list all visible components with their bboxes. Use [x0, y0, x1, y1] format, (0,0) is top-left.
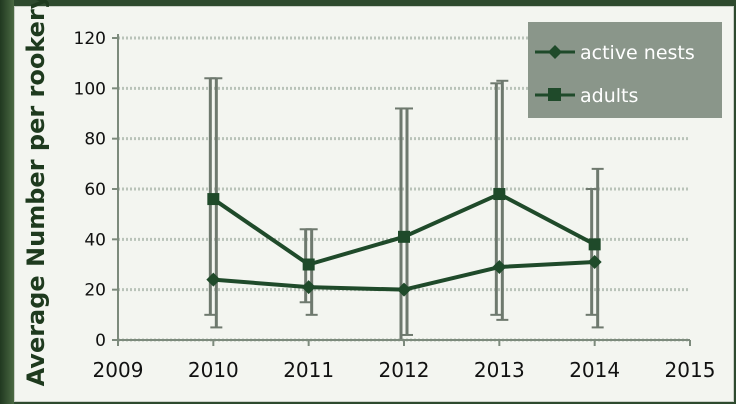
x-tick-label-2010: 2010: [188, 358, 239, 382]
legend: active nests adults: [528, 22, 722, 118]
x-tick-label-2011: 2011: [283, 358, 334, 382]
axes: [112, 34, 691, 346]
legend-marker-square: [548, 88, 561, 101]
tick-labels: 0 20 40 60 80 100 120 2009 2010 2011 2012 2013 2014 2…: [74, 29, 716, 382]
series-line-adults: [212, 192, 596, 267]
point-active-nests-2011: [301, 280, 316, 295]
y-axis-label: Average Number per rookery: [22, 0, 50, 386]
x-tick-label-2012: 2012: [379, 358, 430, 382]
point-adults-2013: [493, 188, 506, 201]
x-tick-label-2013: 2013: [474, 358, 525, 382]
point-adults-2010: [207, 193, 220, 206]
y-tick-label-40: 40: [84, 230, 106, 250]
legend-marker-diamond: [548, 45, 562, 59]
legend-entry-adults: adults: [535, 85, 638, 107]
series-lines: [206, 188, 602, 297]
x-tick-label-2014: 2014: [569, 358, 620, 382]
legend-entry-active-nests: active nests: [535, 42, 695, 64]
y-tick-label-80: 80: [84, 130, 106, 150]
background-edge: [0, 0, 14, 404]
point-active-nests-2010: [206, 272, 221, 287]
legend-box: [528, 22, 722, 118]
point-active-nests-2013: [492, 260, 507, 275]
point-adults-2014: [588, 238, 601, 251]
y-tick-label-0: 0: [95, 331, 106, 351]
point-adults-2012: [398, 230, 410, 243]
y-tick-label-120: 120: [74, 29, 106, 49]
y-tick-label-20: 20: [84, 281, 106, 301]
x-tick-label-2009: 2009: [93, 358, 144, 382]
point-adults-2011: [302, 258, 315, 271]
y-tick-label-100: 100: [74, 79, 106, 99]
legend-label-adults: adults: [580, 85, 638, 107]
y-tick-label-60: 60: [84, 180, 106, 200]
legend-label-active-nests: active nests: [580, 42, 695, 64]
point-active-nests-2014: [587, 254, 602, 269]
x-tick-label-2015: 2015: [665, 358, 716, 382]
point-active-nests-2012: [397, 282, 411, 297]
